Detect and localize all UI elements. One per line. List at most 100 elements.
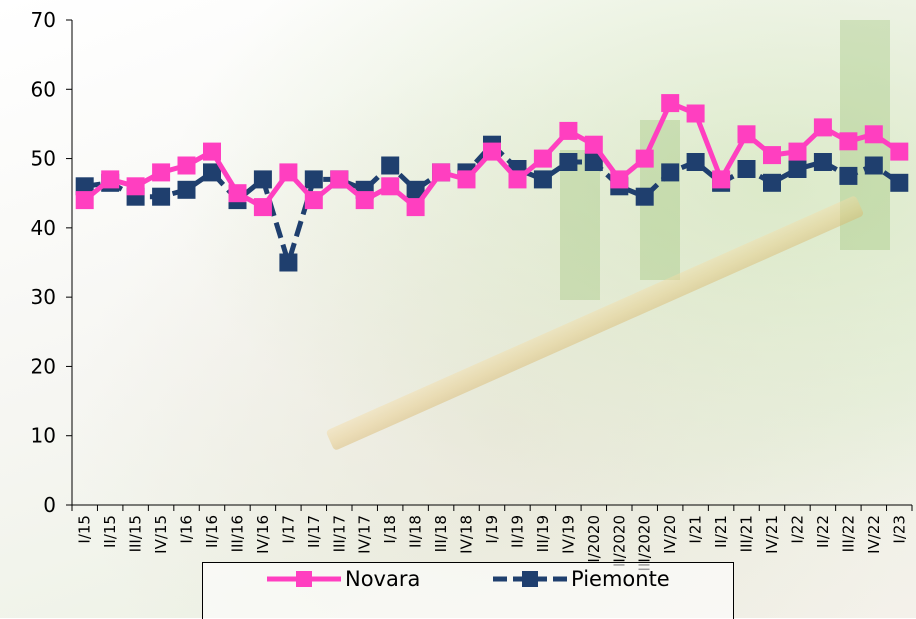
data-point-novara [890,142,909,161]
y-tick-label: 30 [31,285,56,309]
data-point-piemonte [152,187,171,206]
data-point-novara [508,170,527,189]
data-point-piemonte [763,173,781,192]
y-tick-label: 40 [31,216,56,240]
data-point-novara [126,177,145,196]
x-tick-label: I/16 [178,515,196,544]
data-point-piemonte [279,253,298,272]
data-point-novara [788,142,807,161]
legend-item-piemonte: Piemonte [491,567,670,591]
x-tick-label: III/17 [330,515,348,552]
data-point-novara [559,121,578,140]
series-novara [75,94,909,217]
data-point-novara [203,142,221,161]
x-tick-label: IV/18 [458,515,476,554]
data-point-piemonte [635,187,654,206]
x-tick-label: III/2020 [636,515,654,572]
x-tick-label: III/21 [738,515,756,552]
data-point-novara [483,142,501,161]
data-point-novara [152,163,171,182]
x-tick-label: III/19 [534,515,552,552]
legend-swatch-novara [267,571,341,587]
data-point-novara [864,125,883,144]
data-point-piemonte [813,153,832,171]
data-point-novara [457,170,476,189]
data-point-piemonte [686,153,705,171]
data-point-novara [686,104,705,123]
data-point-piemonte [381,156,400,175]
data-point-novara [228,184,247,203]
data-point-piemonte [864,156,883,175]
y-tick-label: 60 [31,77,56,101]
data-point-novara [635,149,654,168]
x-tick-label: III/22 [839,515,857,552]
data-point-novara [737,125,756,144]
data-point-piemonte [253,170,272,189]
data-point-novara [253,198,272,217]
data-point-piemonte [737,160,756,178]
data-point-novara [355,191,374,210]
data-point-piemonte [406,180,425,199]
y-tick-label: 50 [31,147,56,171]
x-tick-label: II/18 [407,515,425,548]
legend-label-piemonte: Piemonte [571,567,670,591]
legend-swatch-piemonte [493,571,567,587]
data-point-novara [763,146,781,165]
data-point-novara [610,170,629,189]
legend-label-novara: Novara [345,567,421,591]
x-tick-label: III/15 [127,515,145,552]
data-point-novara [813,118,832,137]
legend-item-novara: Novara [265,567,420,591]
data-point-novara [839,132,858,151]
data-point-novara [279,163,298,182]
x-tick-label: IV/17 [356,515,374,554]
data-point-novara [533,149,552,168]
y-tick-label: 0 [43,493,56,517]
data-point-piemonte [584,153,603,171]
chart-axes [71,20,912,506]
x-tick-label: I/2020 [585,515,603,563]
x-tick-label: II/22 [814,515,832,548]
x-tick-label: IV/19 [559,515,577,554]
y-tick-label: 70 [31,8,56,32]
data-point-novara [584,135,603,154]
data-point-novara [75,191,94,210]
x-tick-label: II/17 [305,515,323,548]
data-point-piemonte [75,177,94,196]
chart-legend: Novara Piemonte [202,562,734,619]
x-tick-label: I/18 [381,515,399,544]
x-tick-label: II/16 [203,515,221,548]
data-point-novara [406,198,425,217]
data-point-piemonte [203,163,221,182]
data-point-piemonte [788,160,807,178]
x-tick-label: I/17 [279,515,297,544]
x-tick-label: I/22 [788,515,806,544]
x-tick-label: I/21 [687,515,705,544]
x-tick-label: I/23 [890,515,908,544]
x-tick-label: IV/16 [254,515,272,554]
data-point-piemonte [661,163,680,182]
x-tick-label: III/18 [432,515,450,552]
x-tick-label: IV/21 [763,515,781,554]
y-axis-ticks: 0 10 20 30 40 50 60 70 [31,8,72,517]
x-tick-label: II/19 [508,515,526,548]
data-point-piemonte [304,170,323,189]
background-bar-decoration [560,150,600,300]
x-tick-label: III/16 [228,515,246,552]
data-point-novara [712,170,731,189]
data-point-novara [330,170,349,189]
x-tick-label: IV/20 [661,515,679,554]
x-tick-label: II/21 [712,515,730,548]
data-point-novara [432,163,451,182]
data-point-piemonte [839,166,858,185]
data-point-piemonte [533,170,552,189]
data-point-novara [304,191,323,210]
y-tick-label: 20 [31,354,56,378]
y-tick-label: 10 [31,424,56,448]
data-point-piemonte [559,153,578,171]
x-tick-label: II/15 [101,515,119,548]
x-tick-label: I/15 [76,515,94,544]
data-point-piemonte [890,173,909,192]
